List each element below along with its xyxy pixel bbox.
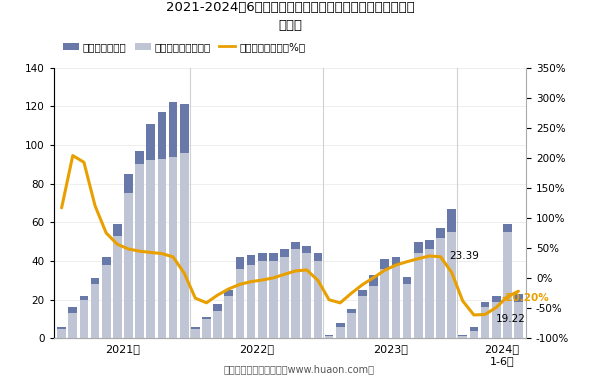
Bar <box>113 236 121 338</box>
Bar <box>135 164 144 338</box>
Bar <box>492 302 501 338</box>
Text: 23.39: 23.39 <box>449 251 479 261</box>
Bar <box>447 209 456 338</box>
Bar <box>91 284 99 338</box>
Bar <box>392 257 400 338</box>
Bar <box>503 224 512 338</box>
Bar <box>313 261 322 338</box>
Bar <box>157 112 166 338</box>
Bar <box>291 249 300 338</box>
Bar <box>124 174 133 338</box>
Bar <box>358 290 367 338</box>
Bar <box>269 261 277 338</box>
Bar <box>102 265 111 338</box>
Bar <box>347 313 356 338</box>
Bar <box>224 296 233 338</box>
Bar <box>157 159 166 338</box>
Bar <box>325 335 333 338</box>
Bar <box>269 253 277 338</box>
Bar <box>514 294 523 338</box>
Bar <box>481 302 489 338</box>
Bar <box>503 232 512 338</box>
Bar <box>469 327 478 338</box>
Bar <box>336 327 344 338</box>
Bar <box>91 279 99 338</box>
Bar <box>280 257 289 338</box>
Bar <box>68 308 77 338</box>
Bar <box>492 296 501 338</box>
Text: 19.22: 19.22 <box>496 314 526 324</box>
Bar <box>459 335 467 338</box>
Bar <box>336 323 344 338</box>
Bar <box>135 151 144 338</box>
Bar <box>469 331 478 338</box>
Bar <box>180 105 188 338</box>
Bar <box>80 296 89 338</box>
Bar <box>113 224 121 338</box>
Bar <box>236 257 244 338</box>
Bar <box>313 253 322 338</box>
Bar <box>459 337 467 338</box>
Bar <box>180 153 188 338</box>
Bar <box>481 308 489 338</box>
Bar <box>436 228 445 338</box>
Title: 2021-2024年6月西藏自治区房地产商品住宅及商品住宅现房
销售额: 2021-2024年6月西藏自治区房地产商品住宅及商品住宅现房 销售额 <box>166 1 414 32</box>
Bar <box>436 238 445 338</box>
Bar <box>191 327 200 338</box>
Bar <box>202 317 211 338</box>
Bar <box>236 269 244 338</box>
Bar <box>213 311 222 338</box>
Text: -20.20%: -20.20% <box>502 293 550 303</box>
Bar <box>325 337 333 338</box>
Bar <box>358 296 367 338</box>
Bar <box>447 232 456 338</box>
Bar <box>402 284 411 338</box>
Bar <box>202 319 211 338</box>
Bar <box>369 274 378 338</box>
Bar <box>247 265 255 338</box>
Bar <box>425 240 434 338</box>
Bar <box>380 269 389 338</box>
Bar <box>247 255 255 338</box>
Bar <box>291 242 300 338</box>
Bar <box>57 329 66 338</box>
Bar <box>224 290 233 338</box>
Bar <box>102 257 111 338</box>
Bar <box>369 286 378 338</box>
Text: 制图：华经产业研究院（www.huaon.com）: 制图：华经产业研究院（www.huaon.com） <box>224 364 374 374</box>
Bar <box>169 157 178 338</box>
Bar <box>80 300 89 338</box>
Bar <box>191 329 200 338</box>
Bar <box>402 276 411 338</box>
Bar <box>414 242 423 338</box>
Bar <box>280 249 289 338</box>
Bar <box>169 103 178 338</box>
Bar <box>380 259 389 338</box>
Bar <box>147 124 155 338</box>
Bar <box>392 265 400 338</box>
Bar <box>68 313 77 338</box>
Bar <box>514 302 523 338</box>
Bar <box>258 261 267 338</box>
Bar <box>303 246 311 338</box>
Bar <box>347 309 356 338</box>
Bar <box>425 249 434 338</box>
Bar <box>414 253 423 338</box>
Bar <box>303 253 311 338</box>
Bar <box>213 303 222 338</box>
Bar <box>57 327 66 338</box>
Legend: 商品房（亿元）, 商品房住宅（亿元）, 商品房销售增速（%）: 商品房（亿元）, 商品房住宅（亿元）, 商品房销售增速（%） <box>59 38 310 56</box>
Bar <box>258 253 267 338</box>
Bar <box>124 193 133 338</box>
Bar <box>147 161 155 338</box>
